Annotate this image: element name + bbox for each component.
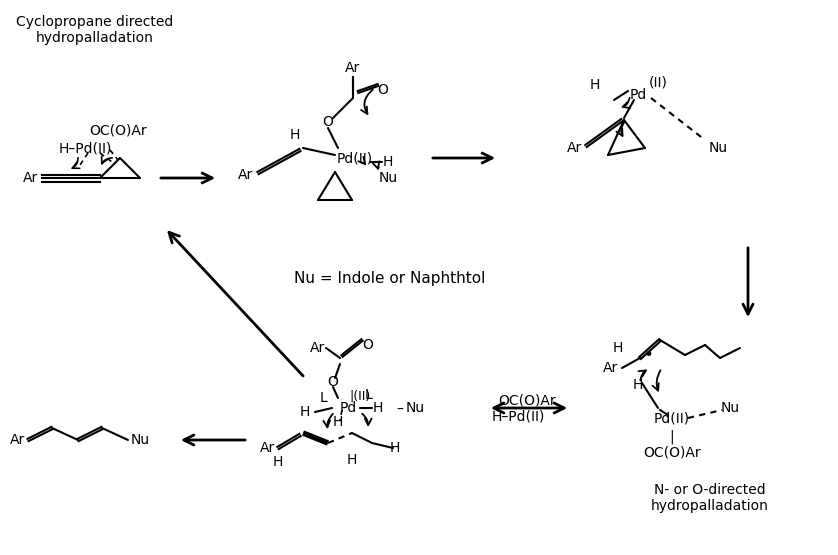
Text: Ar: Ar — [603, 361, 618, 375]
Text: Nu: Nu — [406, 401, 425, 415]
Text: •: • — [643, 346, 653, 364]
Text: OC(O)Ar: OC(O)Ar — [89, 123, 147, 137]
Text: H: H — [333, 415, 344, 429]
Text: |(II): |(II) — [349, 390, 370, 402]
Text: O: O — [328, 375, 339, 389]
Text: Nu: Nu — [131, 433, 149, 447]
Text: O: O — [323, 115, 334, 129]
Text: H: H — [290, 128, 300, 142]
Text: O: O — [363, 338, 374, 352]
Text: Ar: Ar — [260, 441, 275, 455]
Text: Pd(II): Pd(II) — [337, 151, 373, 165]
Text: H: H — [373, 401, 383, 415]
Text: hydropalladation: hydropalladation — [36, 31, 154, 45]
Text: Nu = Indole or Naphthtol: Nu = Indole or Naphthtol — [294, 270, 486, 285]
Text: Nu: Nu — [708, 141, 727, 155]
Text: |: | — [670, 430, 675, 444]
Text: Ar: Ar — [23, 171, 38, 185]
Text: Pd: Pd — [339, 401, 357, 415]
Text: H: H — [347, 453, 357, 467]
Text: H: H — [390, 441, 401, 455]
Text: H–Pd(II): H–Pd(II) — [491, 409, 545, 423]
Text: N- or O-directed: N- or O-directed — [654, 483, 766, 497]
Text: OC(O)Ar: OC(O)Ar — [498, 393, 556, 407]
Text: Ar: Ar — [345, 61, 360, 75]
Text: H–Pd(II): H–Pd(II) — [59, 141, 111, 155]
Text: Pd(II): Pd(II) — [654, 411, 690, 425]
Text: Ar: Ar — [310, 341, 326, 355]
Text: L: L — [365, 388, 372, 402]
Text: O: O — [378, 83, 389, 97]
Text: Pd: Pd — [629, 88, 647, 102]
Text: H: H — [300, 405, 310, 419]
Text: Nu: Nu — [379, 171, 397, 185]
Text: H: H — [273, 455, 283, 469]
Text: L: L — [319, 391, 327, 405]
Text: Ar: Ar — [566, 141, 582, 155]
Text: hydropalladation: hydropalladation — [651, 499, 769, 513]
Text: Ar: Ar — [238, 168, 253, 182]
Text: Ar: Ar — [10, 433, 25, 447]
Text: Nu: Nu — [721, 401, 740, 415]
Text: H: H — [590, 78, 600, 92]
Text: –: – — [396, 403, 403, 417]
Text: H: H — [383, 155, 393, 169]
Text: OC(O)Ar: OC(O)Ar — [644, 445, 701, 459]
Text: (II): (II) — [649, 75, 667, 89]
Text: H: H — [613, 341, 623, 355]
Text: H: H — [633, 378, 644, 392]
Text: Cyclopropane directed: Cyclopropane directed — [17, 15, 173, 29]
